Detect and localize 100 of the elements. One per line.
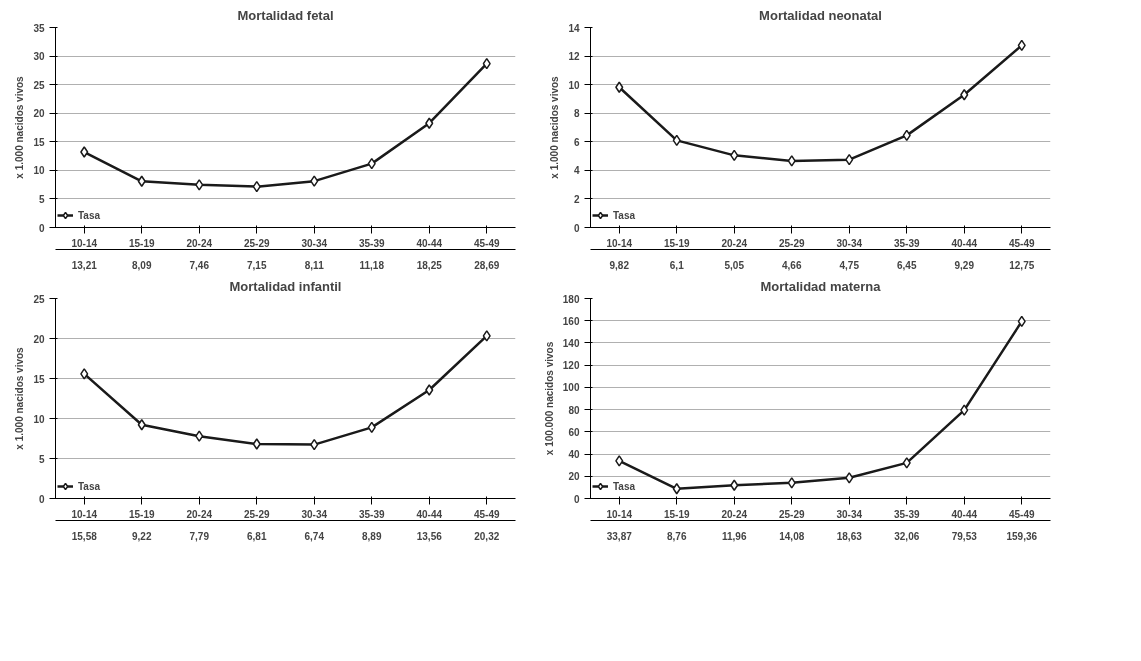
y-tick-label: 80 xyxy=(568,404,580,416)
data-label: 8,09 xyxy=(132,259,152,271)
y-tick-label: 0 xyxy=(573,222,580,234)
x-tick-label: 25-29 xyxy=(243,508,270,520)
data-label: 7,15 xyxy=(247,259,267,271)
data-label: 6,1 xyxy=(669,259,685,271)
x-tick-label: 35-39 xyxy=(893,237,920,249)
y-tick-label: 35 xyxy=(33,22,45,34)
data-label: 79,53 xyxy=(951,530,978,542)
data-label: 7,46 xyxy=(189,259,210,271)
data-label: 13,21 xyxy=(71,259,98,271)
x-tick-label: 45-49 xyxy=(473,508,500,520)
y-tick-label: 4 xyxy=(573,165,580,177)
y-tick-label: 25 xyxy=(33,293,45,305)
x-tick-label: 30-34 xyxy=(836,237,863,249)
y-tick-label: 10 xyxy=(568,79,580,91)
data-label: 28,69 xyxy=(474,259,500,271)
data-label: 6,81 xyxy=(247,530,267,542)
data-label: 14,08 xyxy=(779,530,805,542)
x-tick-label: 15-19 xyxy=(663,508,690,520)
y-tick-label: 30 xyxy=(33,51,45,63)
data-label: 11,96 xyxy=(722,530,747,542)
x-tick-label: 20-24 xyxy=(721,237,748,249)
chart-title: Mortalidad infantil xyxy=(229,278,342,294)
data-label: 6,74 xyxy=(304,530,325,542)
x-tick-label: 30-34 xyxy=(836,508,863,520)
y-axis-title: x 1.000 nacidos vivos xyxy=(14,75,26,179)
y-tick-label: 20 xyxy=(33,108,45,120)
y-tick-label: 5 xyxy=(38,193,45,205)
y-tick-label: 14 xyxy=(568,22,580,34)
data-label: 9,29 xyxy=(954,259,975,271)
y-tick-label: 6 xyxy=(573,136,580,148)
x-tick-label: 30-34 xyxy=(301,508,328,520)
legend-label: Tasa xyxy=(613,480,636,492)
x-tick-label: 20-24 xyxy=(186,237,213,249)
x-tick-label: 35-39 xyxy=(358,237,385,249)
chart-title: Mortalidad fetal xyxy=(237,7,334,23)
data-label: 5,05 xyxy=(724,259,745,271)
x-tick-label: 20-24 xyxy=(186,508,213,520)
x-tick-label: 15-19 xyxy=(128,237,155,249)
y-tick-label: 15 xyxy=(33,373,45,385)
data-label: 8,11 xyxy=(304,259,325,271)
x-tick-label: 25-29 xyxy=(778,237,805,249)
data-label: 4,66 xyxy=(782,259,802,271)
y-tick-label: 160 xyxy=(562,315,580,327)
x-tick-label: 20-24 xyxy=(721,508,748,520)
y-tick-label: 100 xyxy=(562,382,580,394)
data-label: 11,18 xyxy=(359,259,385,271)
y-axis-title: x 100.000 nacidos vivos xyxy=(543,341,555,456)
data-label: 33,87 xyxy=(606,530,633,542)
y-tick-label: 20 xyxy=(33,333,45,345)
x-tick-label: 30-34 xyxy=(301,237,328,249)
y-tick-label: 120 xyxy=(562,360,580,372)
data-label: 15,58 xyxy=(71,530,98,542)
data-label: 8,89 xyxy=(362,530,382,542)
x-tick-label: 35-39 xyxy=(893,508,920,520)
x-tick-label: 45-49 xyxy=(1008,237,1035,249)
y-tick-label: 0 xyxy=(38,493,45,505)
y-axis-title: x 1.000 nacidos vivos xyxy=(14,346,26,450)
data-label: 12,75 xyxy=(1009,259,1035,271)
x-tick-label: 10-14 xyxy=(606,237,633,249)
y-tick-label: 20 xyxy=(568,471,580,483)
y-tick-label: 0 xyxy=(573,493,580,505)
data-label: 32,06 xyxy=(894,530,920,542)
x-tick-label: 45-49 xyxy=(1008,508,1035,520)
x-tick-label: 15-19 xyxy=(128,508,155,520)
y-tick-label: 40 xyxy=(568,449,580,461)
x-tick-label: 15-19 xyxy=(663,237,690,249)
y-tick-label: 60 xyxy=(568,426,580,438)
x-tick-label: 40-44 xyxy=(951,508,978,520)
y-tick-label: 10 xyxy=(33,413,45,425)
x-tick-label: 40-44 xyxy=(416,508,443,520)
y-tick-label: 0 xyxy=(38,222,45,234)
data-label: 13,56 xyxy=(416,530,443,542)
x-tick-label: 10-14 xyxy=(71,508,98,520)
chart-title: Mortalidad materna xyxy=(760,278,882,294)
y-tick-label: 180 xyxy=(562,293,580,305)
data-label: 4,75 xyxy=(839,259,860,271)
y-tick-label: 12 xyxy=(568,51,580,63)
legend-label: Tasa xyxy=(613,209,636,221)
y-tick-label: 8 xyxy=(573,108,580,120)
data-label: 159,36 xyxy=(1006,530,1038,542)
legend-label: Tasa xyxy=(78,480,101,492)
x-tick-label: 25-29 xyxy=(778,508,805,520)
data-label: 18,25 xyxy=(416,259,443,271)
data-label: 9,22 xyxy=(132,530,152,542)
data-label: 6,45 xyxy=(897,259,917,271)
x-tick-label: 45-49 xyxy=(473,237,500,249)
y-tick-label: 140 xyxy=(562,337,580,349)
data-label: 8,76 xyxy=(667,530,687,542)
y-tick-label: 15 xyxy=(33,136,45,148)
y-tick-label: 2 xyxy=(573,193,580,205)
data-label: 20,32 xyxy=(474,530,500,542)
x-tick-label: 40-44 xyxy=(951,237,978,249)
chart-title: Mortalidad neonatal xyxy=(759,7,882,23)
x-tick-label: 10-14 xyxy=(606,508,633,520)
data-label: 9,82 xyxy=(609,259,630,271)
x-tick-label: 10-14 xyxy=(71,237,98,249)
y-tick-label: 5 xyxy=(38,453,45,465)
x-tick-label: 35-39 xyxy=(358,508,385,520)
